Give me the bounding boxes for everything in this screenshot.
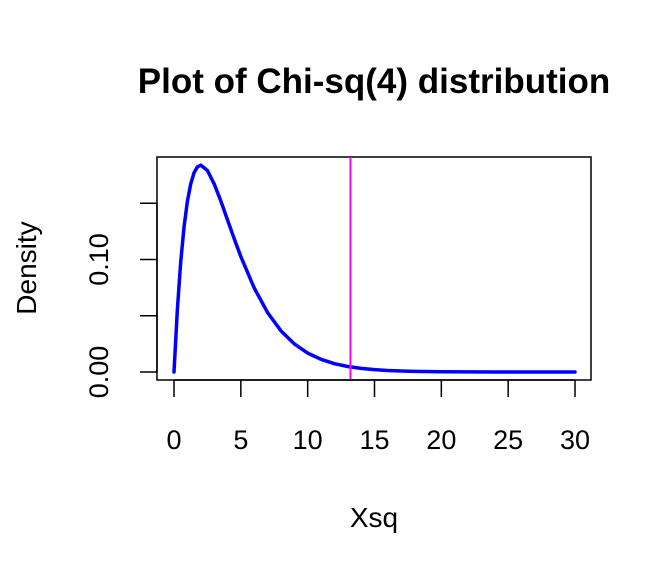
plot-layer — [172, 157, 577, 380]
x-tick-label-1: 5 — [233, 425, 248, 455]
x-tick-label-6: 30 — [560, 425, 590, 455]
x-tick-label-0: 0 — [166, 425, 181, 455]
y-tick-label-2: 0.10 — [84, 233, 114, 286]
x-tick-label-2: 10 — [293, 425, 323, 455]
y-axis-label: Density — [11, 221, 42, 314]
plot-box — [156, 156, 592, 381]
x-axis-label: Xsq — [350, 502, 398, 533]
x-tick-label-3: 15 — [359, 425, 389, 455]
x-tick-label-5: 25 — [493, 425, 523, 455]
x-axis: 0 5 10 15 20 25 30 — [166, 379, 590, 455]
y-axis: 0.00 0.10 — [84, 202, 158, 399]
x-tick-label-4: 20 — [426, 425, 456, 455]
series-line-0 — [172, 163, 577, 374]
chart-title: Plot of Chi-sq(4) distribution — [138, 62, 610, 101]
y-tick-label-0: 0.00 — [84, 346, 114, 399]
